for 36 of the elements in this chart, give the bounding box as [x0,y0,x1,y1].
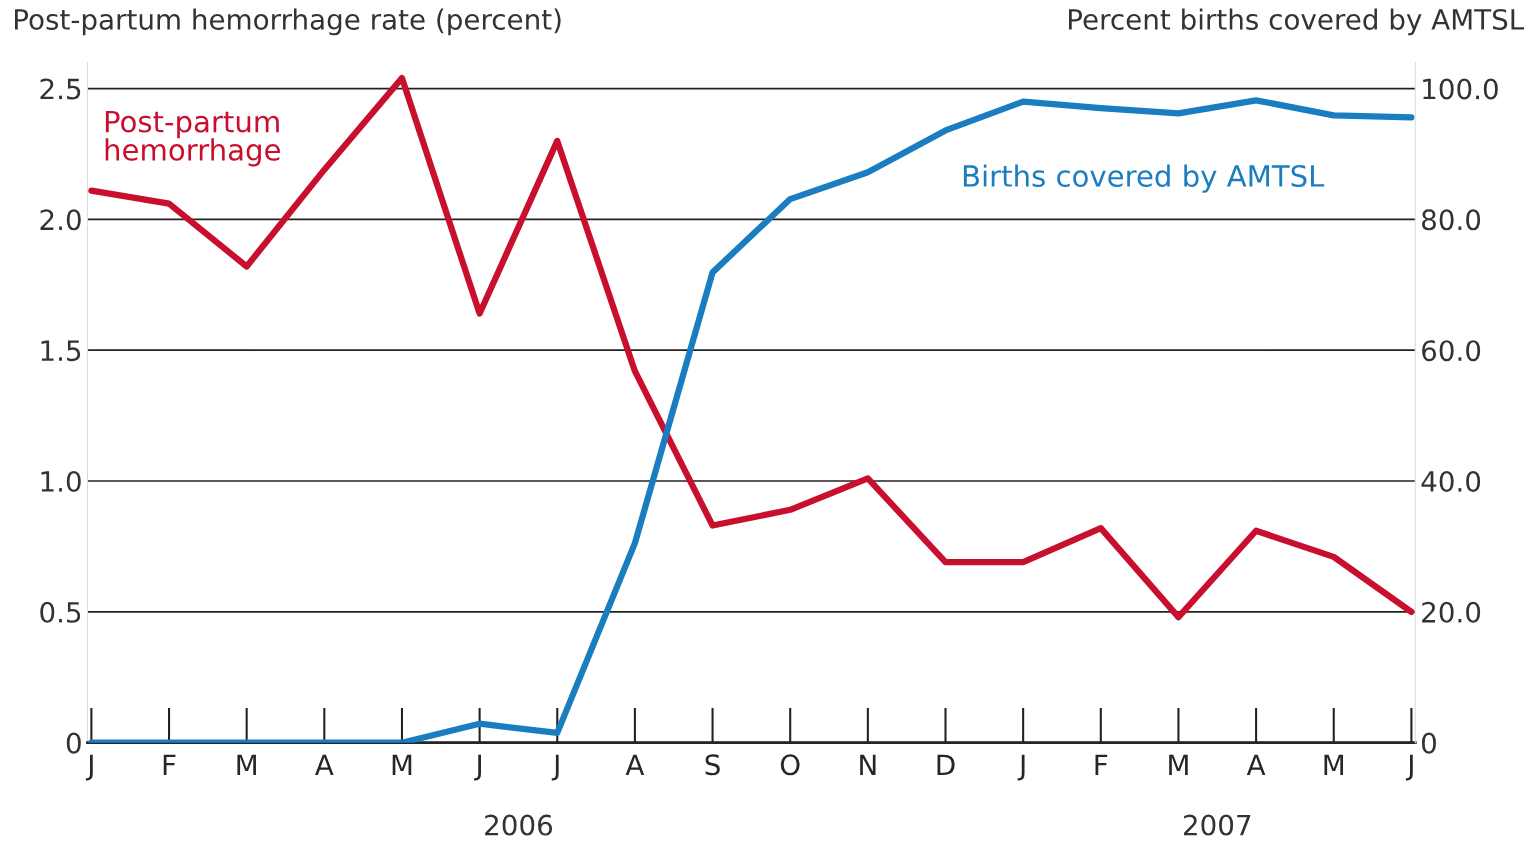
x-tick-label: S [705,754,720,776]
y2-tick-label: 40.0 [1421,470,1481,492]
y-axis-title: Post-partum hemorrhage rate (percent) [15,8,561,36]
x-tick-label: A [625,754,645,775]
x-tick-label: J [551,754,559,781]
x-tick-label: N [860,754,876,775]
y2-tick-label: 20.0 [1422,601,1481,623]
x-tick-label: J [1405,754,1413,781]
x-tick-label: M [1324,754,1344,775]
x-tick-label: F [163,754,176,775]
y-tick-label: 2.5 [40,78,81,100]
y-tick-label: 1.5 [41,340,81,362]
x-tick-label: J [1017,754,1025,781]
series-label: Post-partum hemorrhage [105,110,280,167]
series-label: Births covered by AMTSL [963,164,1325,193]
y2-tick-label: 60.0 [1422,340,1481,362]
text: 2007 [1183,814,1251,836]
x-tick-label: M [237,754,256,775]
x-tick-label: D [937,754,955,775]
x-tick-label: O [780,754,800,776]
x-tick-label: M [1169,754,1188,775]
x-tick-label: J [85,754,93,781]
y2-tick-label: 0 [1421,732,1436,754]
x-tick-label: A [1246,754,1266,775]
x-tick-label: M [392,754,412,775]
y-tick-label: 0 [66,732,81,754]
y2-axis-title: Percent births covered by AMTSL [1069,8,1525,36]
y-tick-label: 0.5 [40,601,81,623]
y-tick-label: 2.0 [40,209,81,231]
x-tick-label: F [1095,754,1108,775]
x-tick-label: J [474,754,481,781]
text: 2006 [485,814,553,836]
y2-tick-label: 100.0 [1423,78,1498,100]
y-tick-label: 1.0 [41,470,81,492]
y2-tick-label: 80.0 [1422,209,1481,231]
x-tick-label: A [315,754,334,775]
